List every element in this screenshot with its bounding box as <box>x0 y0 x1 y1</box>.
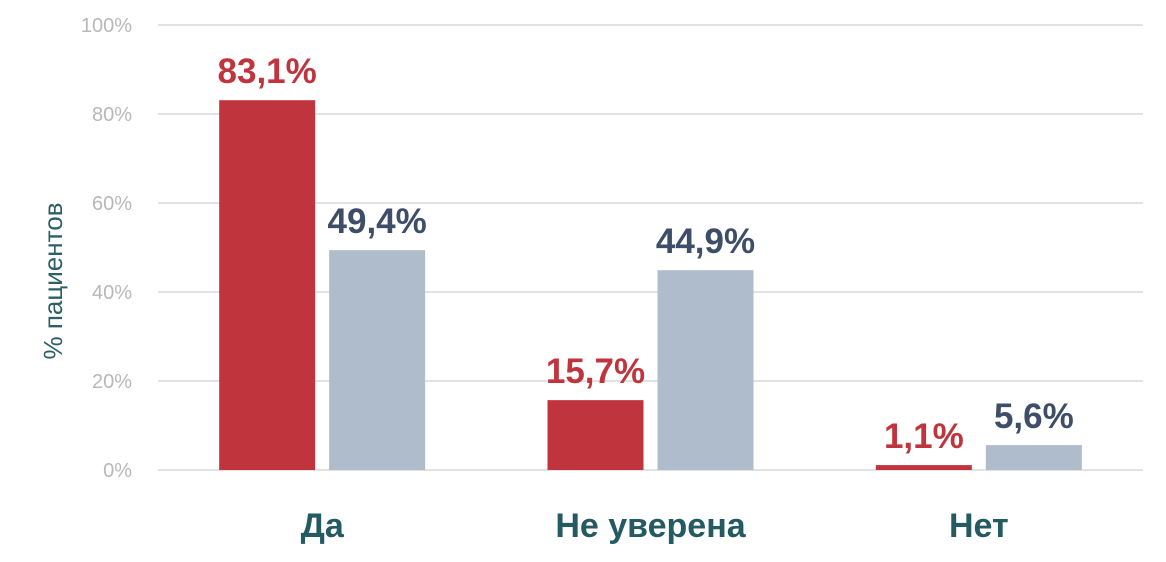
bar-series-1-2 <box>875 465 972 470</box>
data-labels: 83,1% 49,4% 15,7% 44,9% 1,1% 5,6% <box>218 52 1074 456</box>
category-label: Не уверена <box>555 507 746 545</box>
data-label: 83,1% <box>218 52 317 91</box>
y-axis-ticks: 0% 20% 40% 60% 80% 100% <box>81 15 132 482</box>
y-tick-label: 80% <box>92 104 132 126</box>
bar-series-2-1 <box>657 270 754 470</box>
data-label: 5,6% <box>994 397 1074 436</box>
y-tick-label: 100% <box>81 15 132 37</box>
data-label: 49,4% <box>328 202 427 241</box>
bar-series-2-0 <box>329 250 426 470</box>
category-label: Нет <box>949 507 1009 545</box>
bars <box>219 100 1082 470</box>
y-tick-label: 40% <box>92 282 132 304</box>
data-label: 15,7% <box>546 352 645 391</box>
x-axis-categories: Да Не уверена Нет <box>301 507 1009 545</box>
y-tick-label: 0% <box>103 460 132 482</box>
data-label: 1,1% <box>884 417 964 456</box>
y-tick-label: 20% <box>92 371 132 393</box>
bar-series-1-1 <box>547 400 644 470</box>
bar-series-2-2 <box>985 445 1082 470</box>
bar-series-1-0 <box>219 100 316 470</box>
category-label: Да <box>301 507 345 545</box>
y-axis-title: % пациентов <box>38 202 68 359</box>
data-label: 44,9% <box>656 222 755 261</box>
gridlines <box>158 24 1143 471</box>
y-tick-label: 60% <box>92 193 132 215</box>
